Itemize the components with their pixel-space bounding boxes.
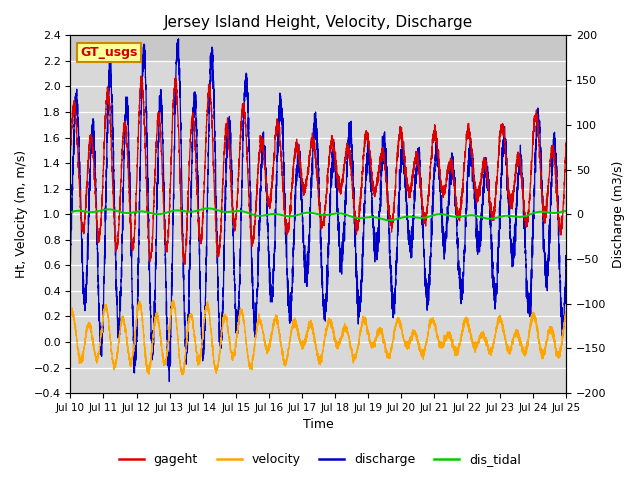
dis_tidal: [67, 209, 74, 215]
Title: Jersey Island Height, Velocity, Discharge: Jersey Island Height, Velocity, Discharg…: [164, 15, 473, 30]
Line: discharge: discharge: [70, 39, 566, 382]
dis_tidal: [256, 213, 264, 219]
Y-axis label: Discharge (m3/s): Discharge (m3/s): [612, 160, 625, 268]
velocity: [389, 336, 397, 342]
Line: velocity: velocity: [70, 300, 566, 375]
Line: dis_tidal: dis_tidal: [70, 208, 566, 220]
gageht: [474, 193, 482, 199]
discharge: [474, 239, 482, 245]
Legend: gageht, velocity, discharge, dis_tidal: gageht, velocity, discharge, dis_tidal: [114, 448, 526, 471]
dis_tidal: [204, 205, 212, 211]
X-axis label: Time: Time: [303, 419, 333, 432]
discharge: [389, 298, 397, 303]
velocity: [67, 312, 74, 317]
gageht: [157, 130, 164, 136]
dis_tidal: [364, 215, 372, 220]
velocity: [170, 298, 177, 303]
discharge: [256, 210, 264, 216]
dis_tidal: [474, 214, 482, 219]
discharge: [175, 36, 182, 42]
gageht: [181, 262, 189, 267]
Bar: [70, 36, 566, 61]
discharge: [563, 256, 570, 262]
dis_tidal: [157, 211, 164, 217]
Line: gageht: gageht: [70, 76, 566, 264]
velocity: [436, 341, 444, 347]
discharge: [157, 109, 164, 115]
velocity: [364, 329, 372, 335]
discharge: [364, 135, 372, 141]
velocity: [256, 317, 264, 323]
dis_tidal: [563, 208, 570, 214]
dis_tidal: [386, 217, 394, 223]
gageht: [389, 220, 397, 226]
gageht: [138, 73, 145, 79]
gageht: [364, 130, 372, 136]
dis_tidal: [436, 211, 444, 217]
dis_tidal: [389, 217, 397, 223]
velocity: [157, 334, 164, 340]
Text: GT_usgs: GT_usgs: [80, 46, 138, 59]
discharge: [67, 260, 74, 266]
gageht: [563, 143, 570, 149]
gageht: [436, 176, 444, 182]
velocity: [179, 372, 187, 378]
gageht: [67, 142, 74, 148]
velocity: [563, 312, 570, 318]
discharge: [436, 199, 444, 204]
Y-axis label: Ht, Velocity (m, m/s): Ht, Velocity (m, m/s): [15, 150, 28, 278]
gageht: [256, 144, 264, 149]
discharge: [166, 379, 173, 384]
velocity: [474, 338, 482, 344]
